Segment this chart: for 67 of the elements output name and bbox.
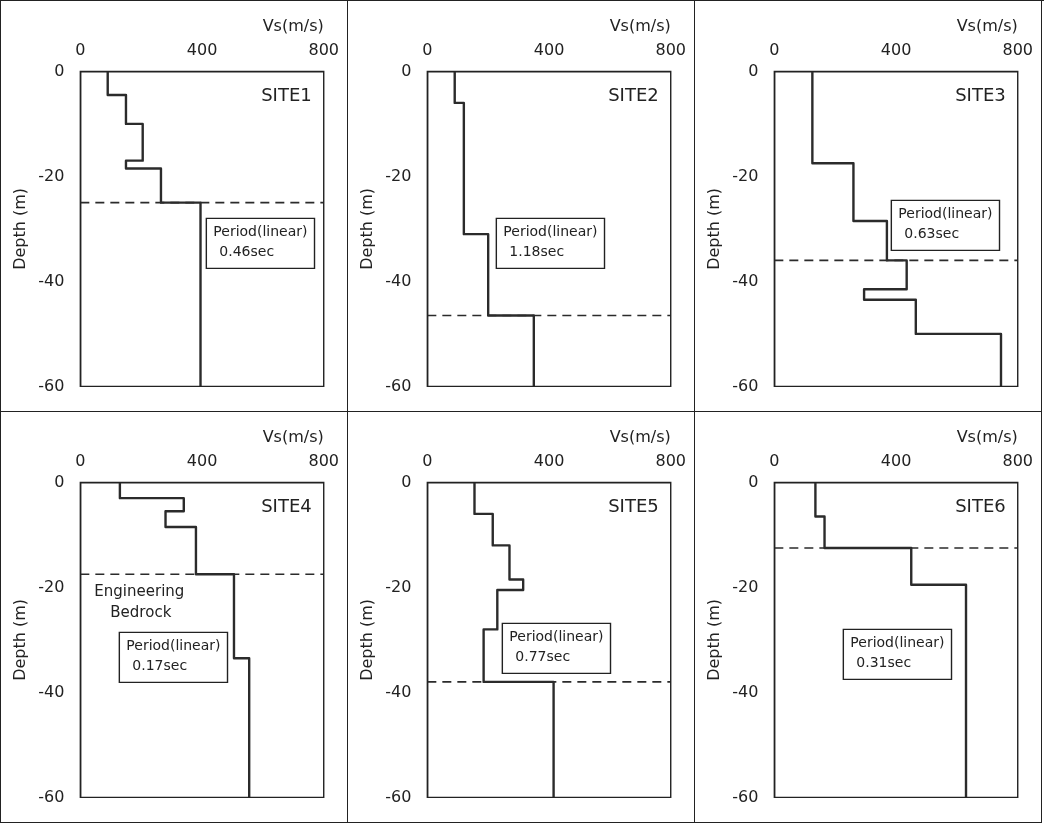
x-axis-title: Vs(m/s)	[609, 426, 671, 446]
y-tick-label: 0	[53, 471, 64, 491]
y-tick-label: -60	[731, 375, 758, 395]
x-tick-label: 0	[74, 39, 85, 59]
y-tick-label: -20	[37, 576, 64, 596]
annotation: SITE5	[607, 494, 659, 516]
y-tick-label: -20	[731, 165, 758, 185]
annotation: SITE2	[607, 83, 659, 105]
x-axis-title: Vs(m/s)	[262, 15, 324, 35]
ref-line-label: Engineering Bedrock	[93, 581, 184, 621]
y-tick-label: 0	[400, 471, 411, 491]
x-tick-label: 0	[421, 39, 432, 59]
annotation: SITE3	[954, 83, 1006, 105]
x-tick-label: 400	[533, 450, 564, 470]
x-axis-title: Vs(m/s)	[609, 15, 671, 35]
y-tick-label: -60	[37, 375, 64, 395]
x-tick-label: 400	[186, 450, 217, 470]
y-tick-label: -20	[384, 576, 411, 596]
x-tick-label: 0	[74, 450, 85, 470]
x-tick-label: 800	[307, 450, 339, 470]
y-tick-label: -40	[37, 270, 64, 290]
y-axis-title: Depth (m)	[356, 598, 376, 681]
annotation: Period(linear) 1.18sec	[502, 222, 598, 259]
annotation: Period(linear) 0.17sec	[125, 636, 221, 673]
x-tick-label: 800	[654, 39, 686, 59]
x-tick-label: 400	[880, 39, 911, 59]
y-tick-label: -20	[384, 165, 411, 185]
x-axis-title: Vs(m/s)	[956, 426, 1018, 446]
y-axis-title: Depth (m)	[703, 598, 723, 681]
y-tick-label: -60	[384, 786, 411, 806]
x-tick-label: 800	[1001, 39, 1033, 59]
y-tick-label: -20	[731, 576, 758, 596]
annotation: Period(linear) 0.63sec	[897, 204, 993, 241]
x-tick-label: 800	[1001, 450, 1033, 470]
annotation: Period(linear) 0.31sec	[849, 633, 945, 670]
y-tick-label: -60	[731, 786, 758, 806]
annotation: SITE1	[260, 83, 312, 105]
y-axis-title: Depth (m)	[356, 187, 376, 270]
x-tick-label: 0	[768, 450, 779, 470]
x-tick-label: 800	[654, 450, 686, 470]
x-axis-title: Vs(m/s)	[956, 15, 1018, 35]
y-tick-label: -40	[37, 681, 64, 701]
annotation: SITE6	[954, 494, 1006, 516]
x-axis-title: Vs(m/s)	[262, 426, 324, 446]
annotation: SITE4	[260, 494, 312, 516]
x-tick-label: 400	[880, 450, 911, 470]
y-tick-label: 0	[747, 60, 758, 80]
y-tick-label: -40	[731, 270, 758, 290]
y-tick-label: -60	[384, 375, 411, 395]
x-tick-label: 400	[533, 39, 564, 59]
annotation: Period(linear) 0.46sec	[212, 222, 308, 259]
y-tick-label: -40	[731, 681, 758, 701]
x-tick-label: 800	[307, 39, 339, 59]
x-tick-label: 400	[186, 39, 217, 59]
y-tick-label: 0	[400, 60, 411, 80]
y-axis-title: Depth (m)	[9, 187, 29, 270]
y-axis-title: Depth (m)	[9, 598, 29, 681]
x-tick-label: 0	[421, 450, 432, 470]
y-tick-label: -20	[37, 165, 64, 185]
annotation: Period(linear) 0.77sec	[508, 627, 604, 664]
y-tick-label: 0	[53, 60, 64, 80]
y-tick-label: 0	[747, 471, 758, 491]
y-tick-label: -40	[384, 270, 411, 290]
y-tick-label: -40	[384, 681, 411, 701]
y-axis-title: Depth (m)	[703, 187, 723, 270]
y-tick-label: -60	[37, 786, 64, 806]
x-tick-label: 0	[768, 39, 779, 59]
